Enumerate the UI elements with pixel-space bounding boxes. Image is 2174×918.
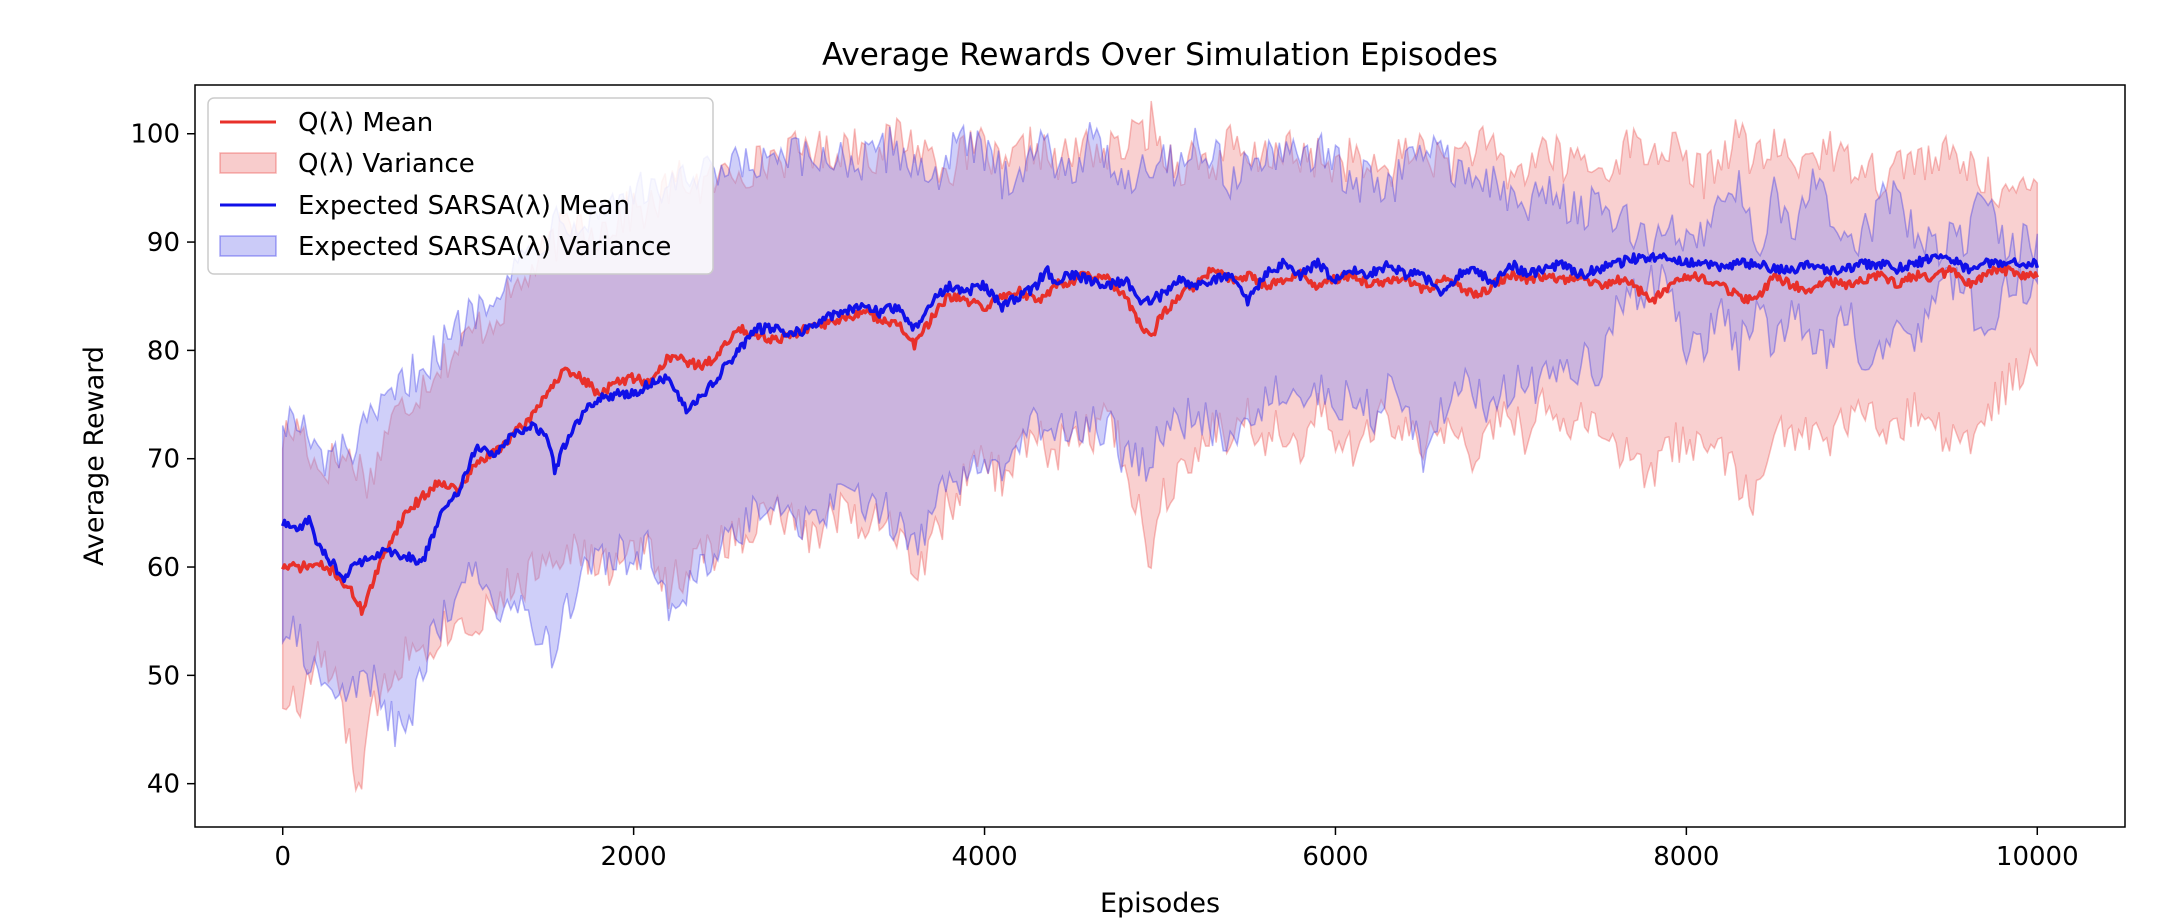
x-axis-ticks: 0 2000 4000 6000 8000 10000 [274, 827, 2079, 872]
x-axis-label: Episodes [1100, 888, 1220, 918]
legend-label-sarsa-variance: Expected SARSA(λ) Variance [298, 232, 671, 262]
x-tick-label: 6000 [1302, 842, 1368, 872]
x-tick-label: 10000 [1996, 842, 2079, 872]
legend-label-q-mean: Q(λ) Mean [298, 108, 433, 138]
y-tick-label: 60 [147, 553, 180, 583]
legend-label-sarsa-mean: Expected SARSA(λ) Mean [298, 191, 630, 221]
expected-sarsa-lambda-variance-band [281, 122, 2039, 748]
y-tick-label: 50 [147, 661, 180, 691]
q-lambda-variance-band [281, 100, 2039, 794]
plot-frame [194, 84, 2126, 828]
x-tick-label: 8000 [1653, 842, 1719, 872]
legend[interactable]: Q(λ) Mean Q(λ) Variance Expected SARSA(λ… [207, 97, 714, 275]
expected-sarsa-lambda-mean-line [281, 252, 2039, 584]
y-tick-label: 80 [147, 336, 180, 366]
x-tick-label: 0 [274, 842, 291, 872]
q-lambda-mean-line [281, 263, 2039, 616]
legend-swatch-sarsa-variance [219, 235, 277, 257]
y-axis-label: Average Reward [79, 346, 110, 566]
legend-box [207, 97, 714, 275]
variance-bands [281, 100, 2039, 794]
chart-title: Average Rewards Over Simulation Episodes [822, 37, 1498, 73]
y-tick-label: 90 [147, 228, 180, 258]
x-tick-label: 2000 [601, 842, 667, 872]
y-tick-label: 40 [147, 770, 180, 800]
y-axis-ticks: 40 50 60 70 80 90 100 [130, 120, 195, 800]
y-tick-label: 70 [147, 445, 180, 475]
y-tick-label: 100 [130, 120, 180, 150]
x-tick-label: 4000 [951, 842, 1017, 872]
legend-swatch-q-variance [219, 152, 277, 174]
mean-lines [281, 252, 2039, 616]
legend-label-q-variance: Q(λ) Variance [298, 149, 475, 179]
